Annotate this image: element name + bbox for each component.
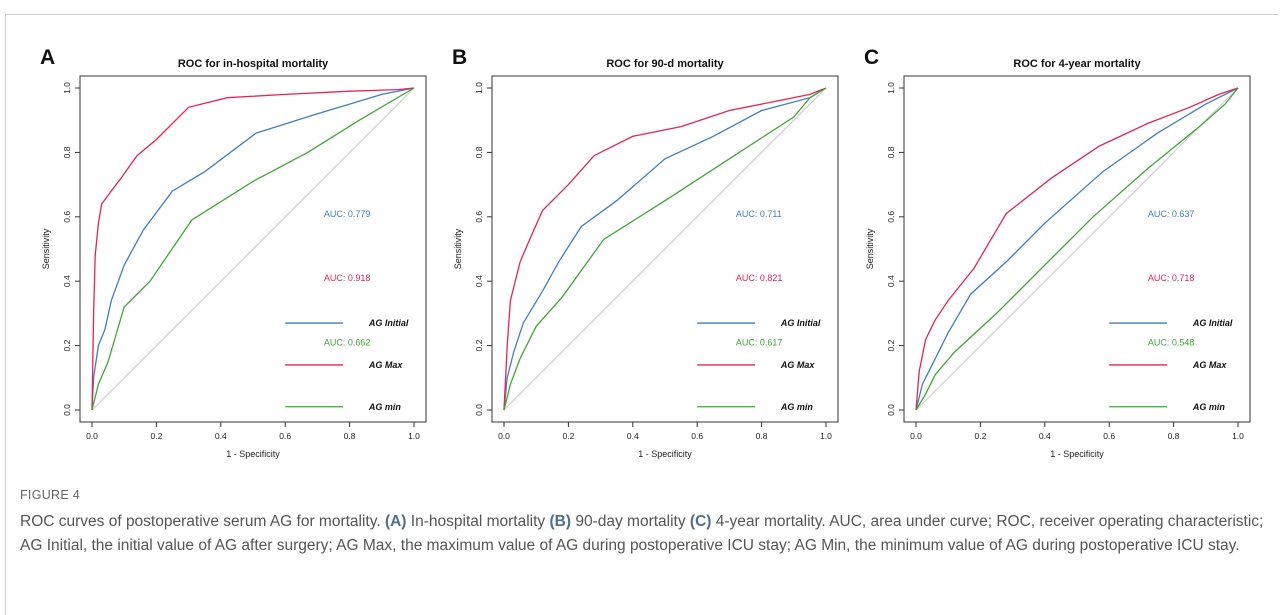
x-tick-label: 0.6 [279, 431, 291, 441]
caption-letter-a: (A) [384, 513, 407, 530]
x-tick-label: 0.4 [215, 431, 227, 441]
y-tick-label: 0.8 [886, 146, 896, 158]
y-tick-label: 0.2 [62, 339, 72, 351]
legend-label-min: AG min [780, 402, 814, 412]
auc-label-max: AUC: 0.821 [736, 273, 783, 283]
roc-curve-max [91, 87, 415, 411]
y-tick-label: 0.4 [886, 275, 896, 287]
caption-part-c: 4-year mortality. [715, 513, 826, 530]
y-tick-label: 0.6 [886, 211, 896, 223]
roc-curve-min [503, 87, 827, 411]
auc-label-min: AUC: 0.662 [324, 338, 371, 348]
chart-panel-b: B ROC for 90-d mortality 0.0 0.0 0.2 0.2 0.4 0.… [440, 40, 864, 470]
y-tick-label: 0.4 [474, 275, 484, 287]
chart-title: ROC for in-hospital mortality [178, 58, 329, 70]
legend-label-initial: AG Initial [1192, 318, 1233, 328]
y-tick-label: 0.8 [62, 146, 72, 158]
auc-label-min: AUC: 0.548 [1148, 338, 1195, 348]
auc-label-max: AUC: 0.718 [1148, 273, 1195, 283]
figure-label: FIGURE 4 [20, 488, 81, 502]
y-tick-label: 1.0 [474, 82, 484, 94]
chart-panel-a: A ROC for in-hospital mortality 0.0 0.0 0.2 0… [28, 40, 452, 470]
auc-label-initial: AUC: 0.779 [324, 209, 371, 219]
auc-label-initial: AUC: 0.711 [736, 209, 782, 219]
x-axis-label: 1 - Specificity [638, 449, 692, 459]
legend-label-initial: AG Initial [780, 318, 821, 328]
x-tick-label: 0.2 [974, 431, 986, 441]
caption-rest: AUC, area under curve; ROC, receiver ope… [20, 513, 1264, 554]
legend-label-max: AG Max [780, 360, 816, 370]
x-tick-label: 0.4 [1039, 431, 1051, 441]
y-tick-label: 0.0 [886, 404, 896, 416]
x-tick-label: 0.4 [627, 431, 639, 441]
reference-diagonal [91, 87, 415, 411]
chart-title: ROC for 4-year mortality [1013, 58, 1141, 70]
y-axis-label: Sensitivity [865, 228, 875, 269]
roc-curve-initial [91, 87, 415, 411]
figure-frame [5, 14, 1278, 615]
reference-diagonal [915, 87, 1239, 411]
figure-caption-block: FIGURE 4 ROC curves of postoperative ser… [20, 488, 1265, 558]
chart-title: ROC for 90-d mortality [606, 58, 724, 70]
panel-letter: B [452, 46, 467, 69]
caption-part-a: In-hospital mortality [410, 513, 546, 530]
auc-label-max: AUC: 0.918 [324, 273, 371, 283]
caption-letter-b: (B) [549, 513, 572, 530]
x-tick-label: 1.0 [820, 431, 832, 441]
auc-label-initial: AUC: 0.637 [1148, 209, 1195, 219]
reference-diagonal [503, 87, 827, 411]
legend-label-min: AG min [1192, 402, 1226, 412]
caption-intro: ROC curves of postoperative serum AG for… [20, 513, 381, 530]
figure-caption: ROC curves of postoperative serum AG for… [20, 510, 1265, 558]
y-tick-label: 0.4 [62, 275, 72, 287]
roc-chart-c: C ROC for 4-year mortality 0.0 0.0 0.2 0.2 0.4… [864, 46, 1251, 459]
caption-letter-c: (C) [689, 513, 712, 530]
auc-label-min: AUC: 0.617 [736, 338, 783, 348]
y-axis-label: Sensitivity [453, 228, 463, 269]
x-tick-label: 1.0 [1232, 431, 1244, 441]
legend-label-max: AG Max [368, 360, 404, 370]
panel-letter: C [864, 46, 879, 69]
roc-curve-initial [503, 87, 827, 411]
legend-label-max: AG Max [1192, 360, 1228, 370]
y-tick-label: 0.8 [474, 146, 484, 158]
x-axis-label: 1 - Specificity [1050, 449, 1104, 459]
roc-curve-max [915, 87, 1239, 411]
x-axis-label: 1 - Specificity [226, 449, 280, 459]
y-tick-label: 1.0 [886, 82, 896, 94]
x-tick-label: 0.2 [562, 431, 574, 441]
panel-letter: A [40, 46, 55, 69]
x-tick-label: 0.2 [150, 431, 162, 441]
x-tick-label: 0.6 [691, 431, 703, 441]
x-tick-label: 0.0 [910, 431, 922, 441]
roc-curve-min [915, 87, 1239, 411]
roc-chart-a: A ROC for in-hospital mortality 0.0 0.0 0.2 0… [40, 46, 427, 459]
y-tick-label: 0.6 [474, 211, 484, 223]
plot-frame [903, 75, 1251, 423]
x-tick-label: 0.8 [1168, 431, 1180, 441]
legend-label-initial: AG Initial [368, 318, 409, 328]
plot-frame [491, 75, 839, 423]
roc-curve-max [503, 87, 827, 411]
chart-panel-c: C ROC for 4-year mortality 0.0 0.0 0.2 0.2 0.4… [852, 40, 1276, 470]
roc-chart-b: B ROC for 90-d mortality 0.0 0.0 0.2 0.2 0.4 0.… [452, 46, 839, 459]
x-tick-label: 0.6 [1103, 431, 1115, 441]
caption-part-b: 90-day mortality [575, 513, 686, 530]
x-tick-label: 0.0 [86, 431, 98, 441]
x-tick-label: 0.8 [344, 431, 356, 441]
y-tick-label: 0.0 [62, 404, 72, 416]
plot-frame [79, 75, 427, 423]
x-tick-label: 1.0 [408, 431, 420, 441]
y-axis-label: Sensitivity [41, 228, 51, 269]
legend-label-min: AG min [368, 402, 402, 412]
x-tick-label: 0.8 [756, 431, 768, 441]
roc-curve-min [91, 87, 415, 411]
y-tick-label: 0.0 [474, 404, 484, 416]
x-tick-label: 0.0 [498, 431, 510, 441]
y-tick-label: 0.2 [474, 339, 484, 351]
y-tick-label: 1.0 [62, 82, 72, 94]
roc-curve-initial [915, 87, 1239, 411]
y-tick-label: 0.2 [886, 339, 896, 351]
y-tick-label: 0.6 [62, 211, 72, 223]
